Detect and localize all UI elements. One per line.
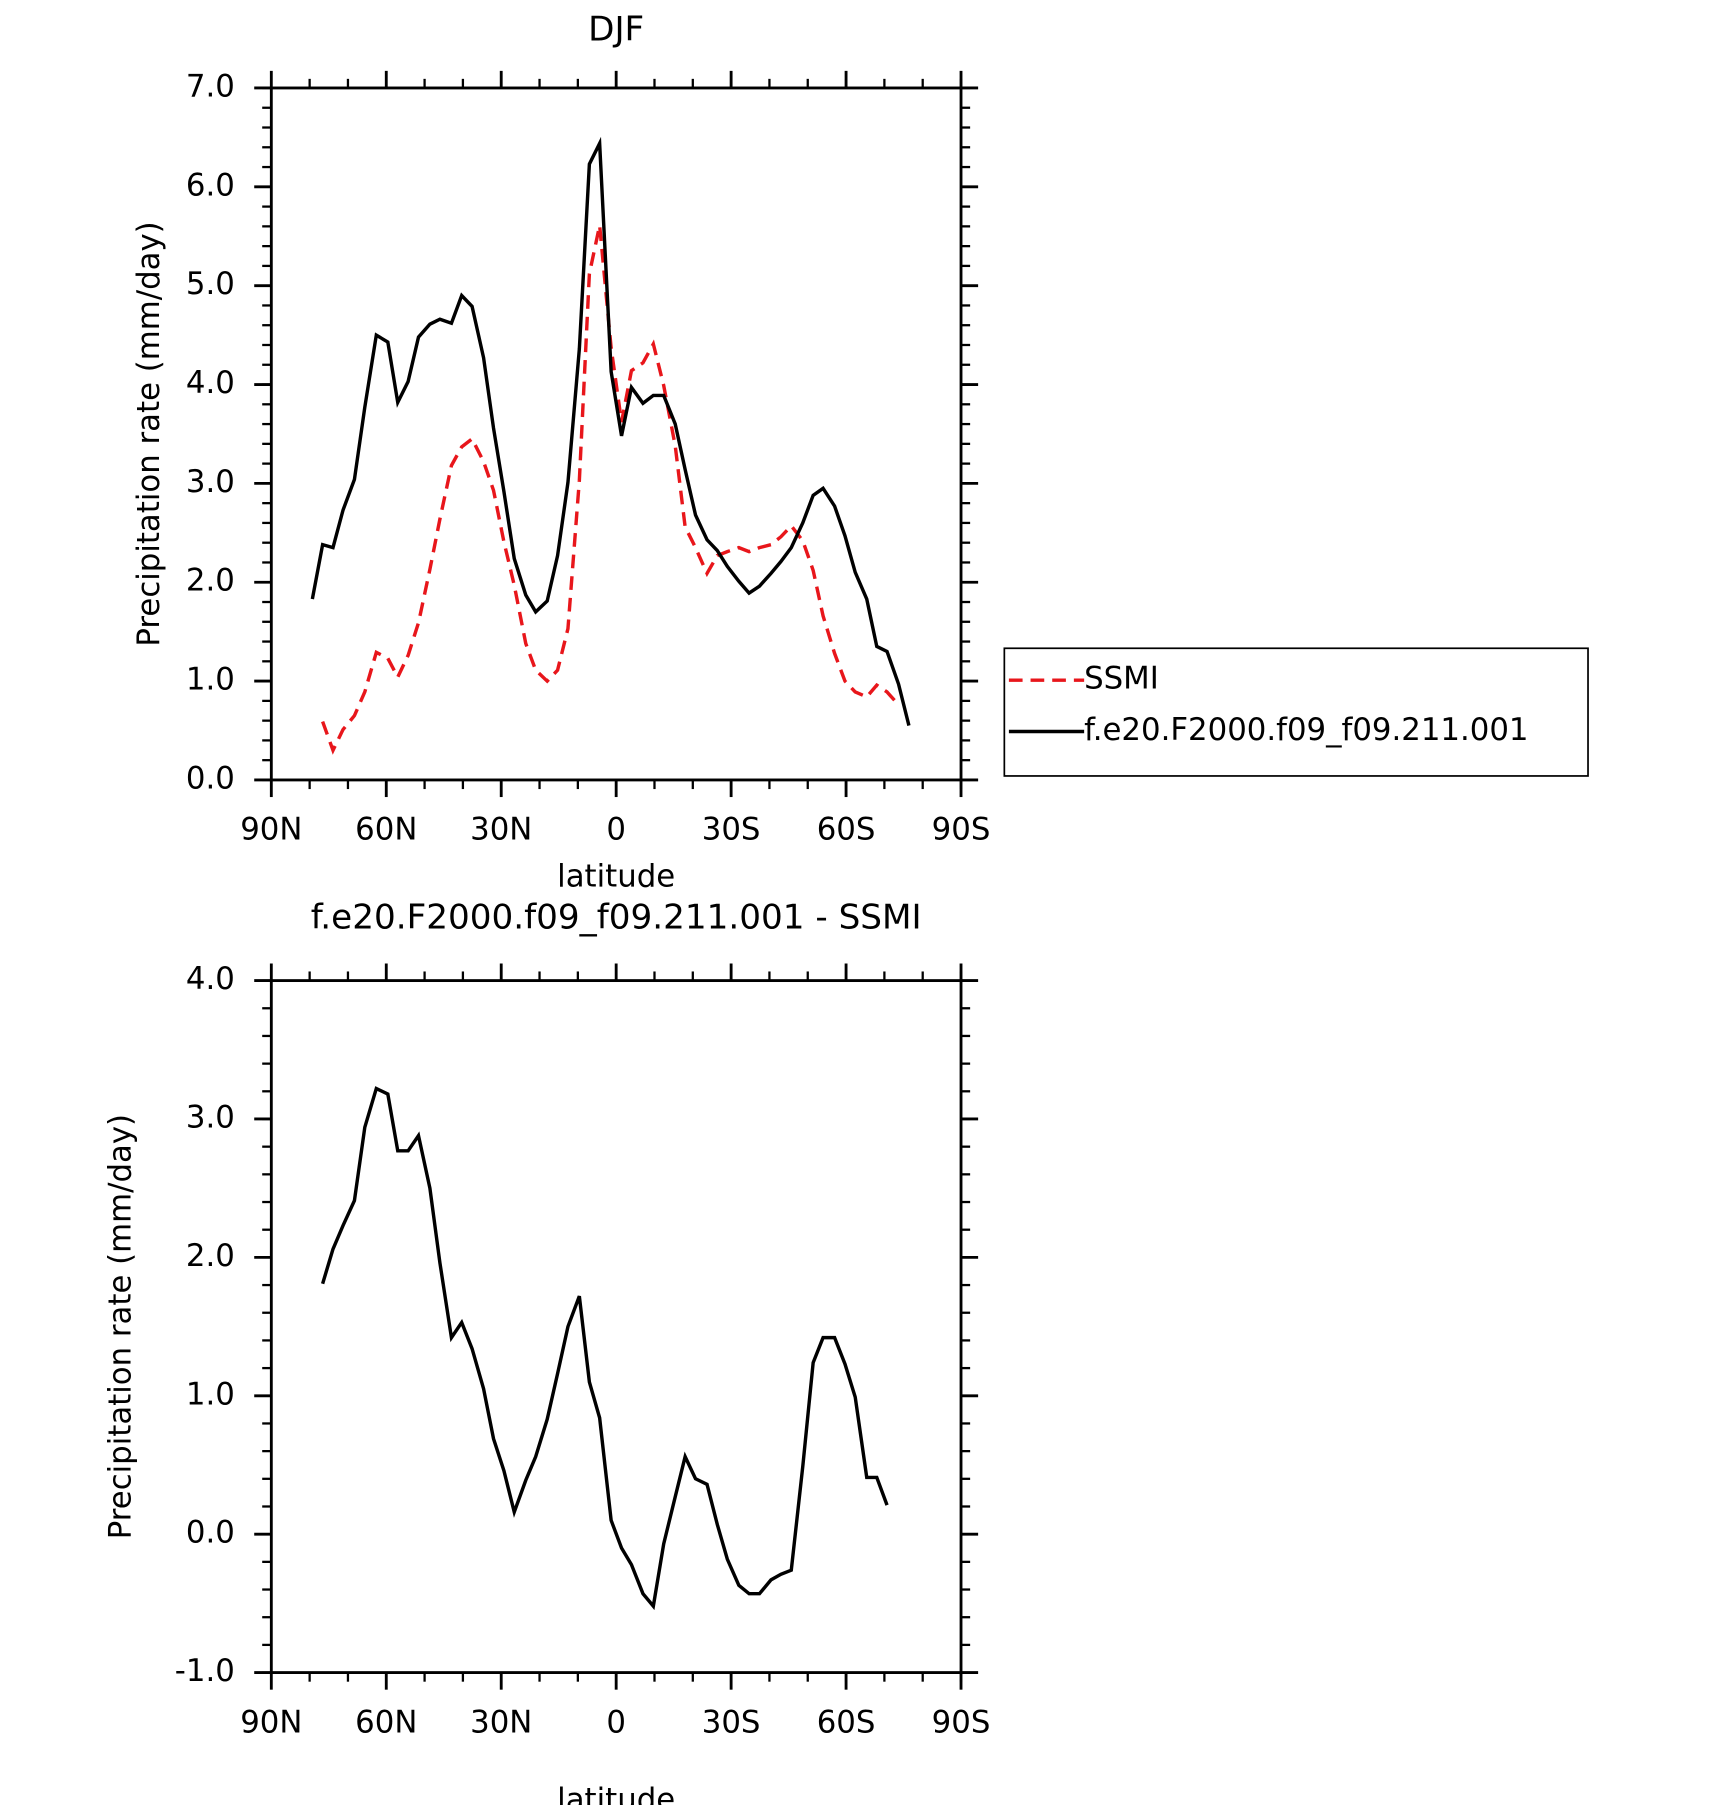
- x-tick-label: 60N: [355, 1704, 417, 1740]
- y-tick-label: 6.0: [186, 167, 235, 203]
- y-axis-label: Precipitation rate (mm/day): [102, 1114, 138, 1539]
- plot-frame: [269, 86, 963, 782]
- y-tick-label: 1.0: [186, 1376, 235, 1412]
- line-series: [320, 1086, 889, 1611]
- chart-title: f.e20.F2000.f09_f09.211.001 - SSMI: [311, 898, 922, 938]
- x-axis-label: latitude: [557, 858, 675, 894]
- x-tick-label: 30S: [702, 812, 761, 848]
- x-tick-label: 60N: [355, 812, 417, 848]
- y-tick-label: 2.0: [186, 563, 235, 599]
- x-axis-label: latitude: [557, 1782, 675, 1805]
- x-tick-label: 30N: [470, 1704, 532, 1740]
- x-tick-label: 30S: [702, 1704, 761, 1740]
- y-tick-label: 5.0: [186, 266, 235, 302]
- legend-label: SSMI: [1084, 661, 1159, 697]
- y-tick-label: 3.0: [186, 1099, 235, 1135]
- y-axis-label: Precipitation rate (mm/day): [131, 221, 167, 646]
- chart-title: DJF: [588, 9, 644, 49]
- x-tick-label: 90N: [240, 812, 302, 848]
- legend-label: f.e20.F2000.f09_f09.211.001: [1084, 712, 1528, 748]
- y-tick-label: -1.0: [175, 1653, 235, 1689]
- x-tick-label: 90S: [932, 1704, 991, 1740]
- x-tick-label: 90N: [240, 1704, 302, 1740]
- plot-frame: [269, 979, 963, 1674]
- y-tick-label: 1.0: [186, 662, 235, 698]
- x-tick-label: 60S: [817, 812, 876, 848]
- x-tick-label: 0: [606, 1704, 626, 1740]
- line-series: [310, 136, 911, 726]
- x-tick-label: 0: [606, 812, 626, 848]
- y-tick-label: 0.0: [186, 760, 235, 796]
- x-tick-label: 90S: [932, 812, 991, 848]
- y-tick-label: 3.0: [186, 464, 235, 500]
- y-tick-label: 7.0: [186, 68, 235, 104]
- line-series: [321, 224, 900, 755]
- legend-box: [1003, 647, 1589, 777]
- y-tick-label: 2.0: [186, 1238, 235, 1274]
- x-tick-label: 60S: [817, 1704, 876, 1740]
- y-tick-label: 4.0: [186, 961, 235, 997]
- x-tick-label: 30N: [470, 812, 532, 848]
- y-tick-label: 0.0: [186, 1515, 235, 1551]
- y-tick-label: 4.0: [186, 365, 235, 401]
